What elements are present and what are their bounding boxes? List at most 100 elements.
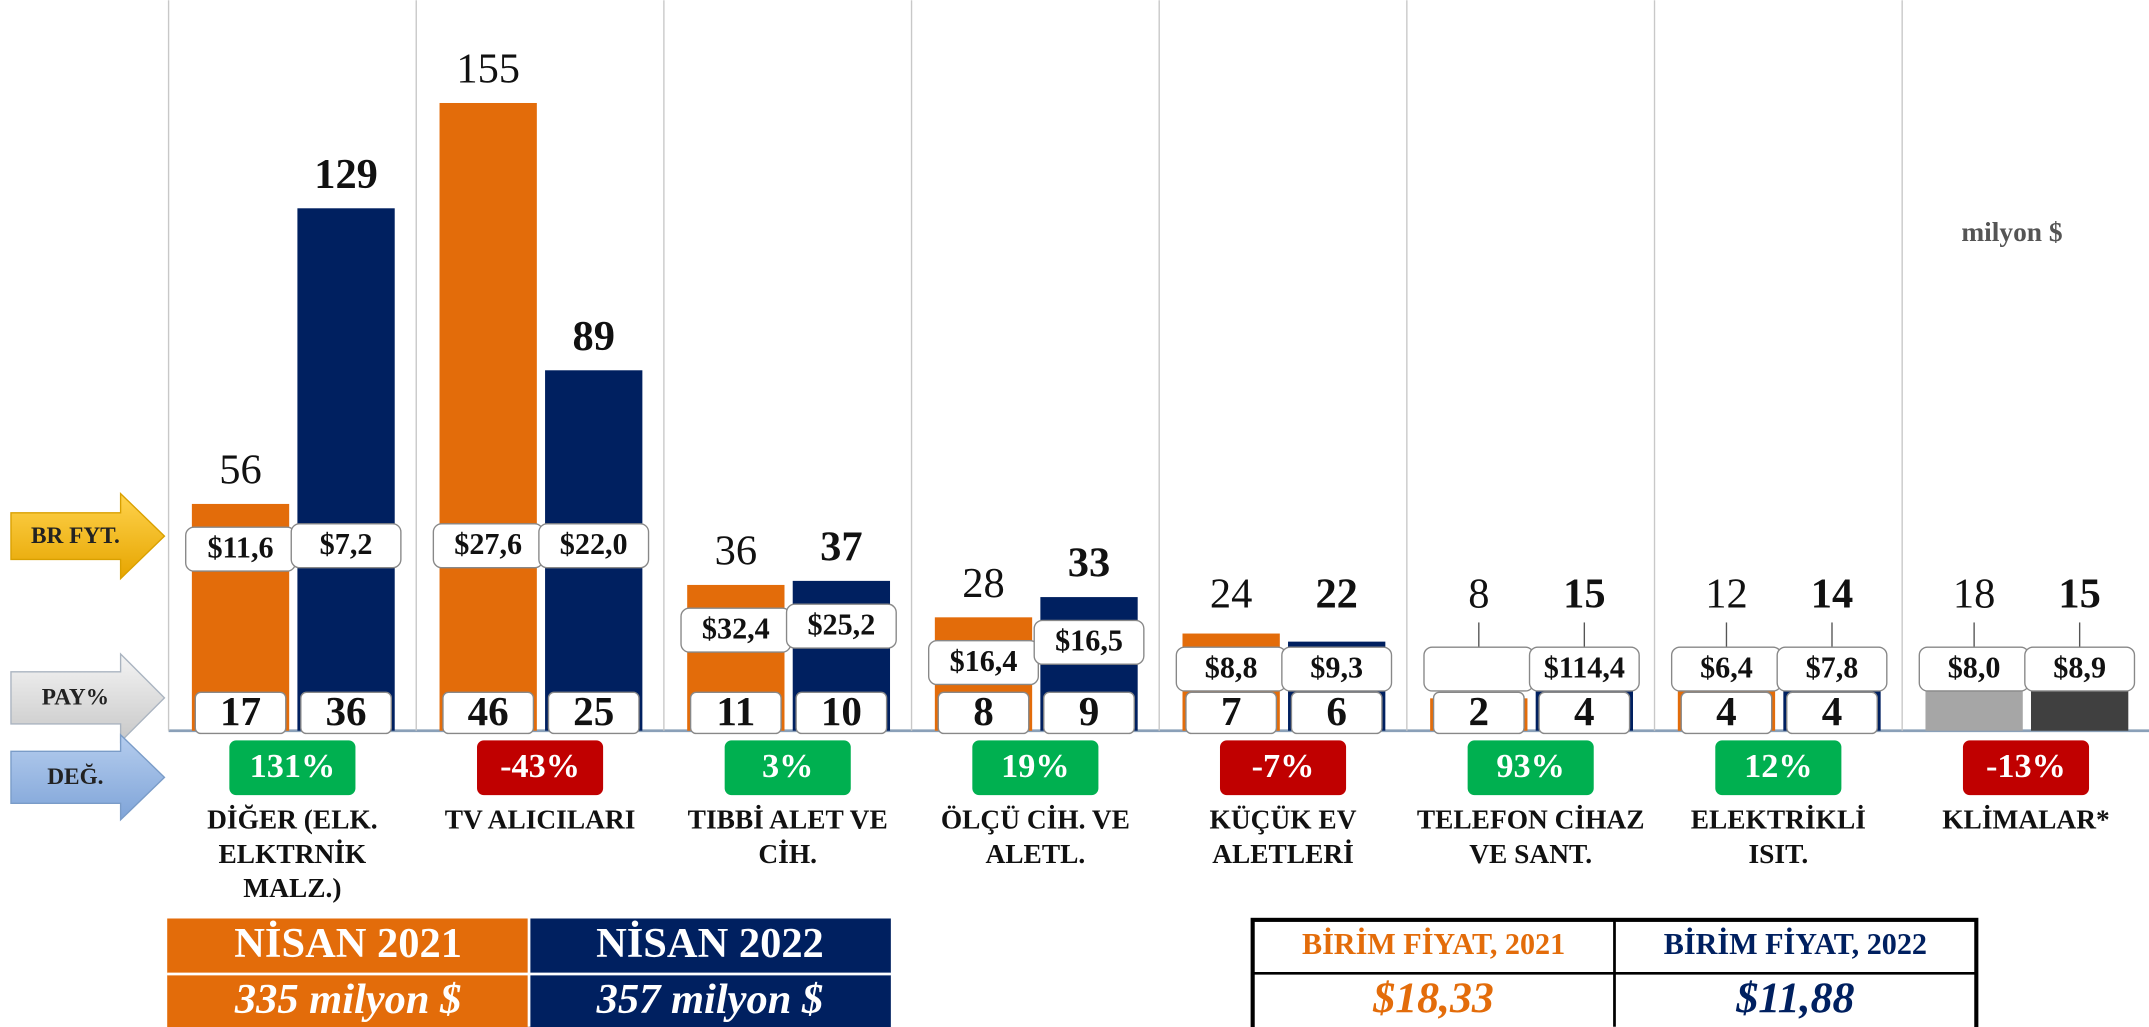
change-badge [1219, 740, 1347, 796]
table-cell [529, 974, 891, 1027]
price-box [1423, 646, 1535, 692]
x-tick-label: ÖLÇÜ CİH. VE ALETL. [941, 805, 1130, 869]
share-box [1538, 691, 1631, 735]
value-label: 22 [1315, 571, 1357, 618]
table-value: $18,33 [1372, 974, 1494, 1022]
x-tick-label: DİĞER (ELK. ELKTRNİK MALZ.) [207, 805, 378, 904]
price-label: $8,8 [1205, 650, 1258, 684]
change-badge [1467, 740, 1594, 796]
table-header: NİSAN 2021 [234, 920, 462, 967]
share-box [442, 691, 535, 735]
price-box [1528, 646, 1640, 692]
arrow [10, 492, 166, 581]
price-box [1033, 619, 1145, 665]
x-tick-label: TV ALICILARI [445, 805, 636, 835]
price-box [1776, 646, 1888, 692]
change-label: 93% [1496, 747, 1565, 785]
table-cell [529, 918, 891, 974]
share-box [1185, 691, 1278, 735]
share-box [300, 691, 392, 735]
price-label: $7,2 [320, 527, 373, 561]
price-label: $114,4 [1544, 650, 1625, 684]
share-label: 4 [1574, 688, 1595, 734]
share-box [194, 691, 287, 735]
change-badge [972, 740, 1099, 796]
change-label: 19% [1001, 747, 1070, 785]
share-box [795, 691, 888, 735]
x-tick-label: KÜÇÜK EV ALETLERİ [1210, 805, 1357, 869]
price-label: $9,3 [1310, 650, 1363, 684]
share-box [547, 691, 640, 735]
share-label: 25 [573, 688, 614, 734]
unit-note: milyon $ [1961, 217, 2062, 247]
price-label: $16,5 [1055, 624, 1123, 658]
row-label: PAY% [42, 685, 109, 711]
share-box [1680, 691, 1773, 735]
x-tick-label: TIBBİ ALET VE CİH. [688, 805, 888, 869]
price-label: $22,0 [560, 527, 628, 561]
share-label: 7 [1221, 688, 1242, 734]
change-label: -7% [1252, 747, 1315, 785]
price-box [785, 603, 897, 649]
change-label: -43% [500, 747, 580, 785]
price-label: $11,6 [207, 530, 273, 564]
share-box [1290, 691, 1383, 735]
row-label: BR FYT. [31, 523, 120, 549]
value-label: 12 [1705, 571, 1747, 618]
price-label: $8,0 [1948, 650, 2001, 684]
price-box [2024, 646, 2136, 692]
share-label: 9 [1079, 688, 1100, 734]
bar [297, 208, 395, 731]
arrow [10, 733, 166, 822]
price-label: $8,9 [2053, 650, 2106, 684]
change-badge [1962, 740, 2090, 796]
table-cell [167, 974, 530, 1027]
price-label: $32,4 [702, 611, 770, 645]
share-label: 46 [468, 688, 509, 734]
bar [439, 102, 537, 731]
value-label: 24 [1210, 571, 1252, 618]
x-tick-label: ELEKTRİKLİ ISIT. [1691, 805, 1866, 869]
value-label: 18 [1953, 571, 1995, 618]
share-box [937, 691, 1030, 735]
share-label: 2 [1469, 688, 1490, 734]
share-box [1786, 691, 1878, 735]
x-tick-label: KLİMALAR* [1942, 805, 2110, 835]
change-badge [724, 740, 851, 796]
price-box [1281, 646, 1393, 692]
share-label: 6 [1326, 688, 1347, 734]
value-label: 28 [962, 560, 1004, 607]
share-box [689, 691, 782, 735]
table-value: 335 milyon $ [234, 976, 462, 1023]
value-label: 129 [314, 151, 378, 198]
table-value: 357 milyon $ [596, 976, 824, 1023]
share-label: 4 [1716, 688, 1737, 734]
price-label: $7,8 [1806, 650, 1859, 684]
value-label: 56 [219, 447, 261, 494]
price-label: $6,4 [1700, 650, 1753, 684]
table-cell [167, 918, 530, 974]
change-label: 12% [1744, 747, 1813, 785]
value-label: 36 [715, 528, 757, 575]
price-box [538, 523, 650, 569]
price-label: $25,2 [807, 607, 875, 641]
table-header: NİSAN 2022 [596, 920, 824, 967]
value-label: 8 [1468, 571, 1489, 618]
value-label: 14 [1811, 571, 1853, 618]
share-label: 10 [821, 688, 862, 734]
table-header: BİRİM FİYAT, 2022 [1664, 927, 1927, 961]
share-box [1432, 691, 1525, 735]
table-header: BİRİM FİYAT, 2021 [1302, 927, 1565, 961]
share-label: 8 [973, 688, 994, 734]
arrow [10, 652, 166, 744]
change-badge [229, 740, 356, 796]
share-label: 17 [220, 688, 261, 734]
share-label: 4 [1822, 688, 1843, 734]
x-tick-label: TELEFON CİHAZ VE SANT. [1417, 805, 1645, 869]
row-label: DEĞ. [47, 763, 103, 790]
value-label: 33 [1068, 540, 1110, 587]
value-label: 155 [456, 46, 520, 93]
change-label: 131% [250, 747, 336, 785]
change-badge [477, 740, 604, 796]
